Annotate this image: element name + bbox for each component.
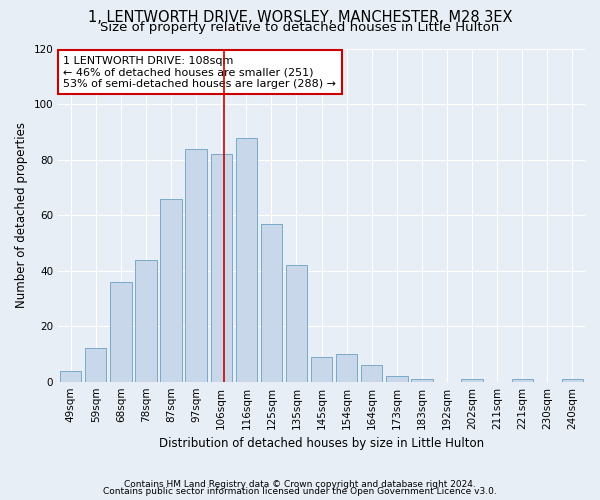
Bar [562,379,583,382]
Text: 1, LENTWORTH DRIVE, WORSLEY, MANCHESTER, M28 3EX: 1, LENTWORTH DRIVE, WORSLEY, MANCHESTER,… [88,10,512,25]
Bar [236,138,257,382]
Bar [85,348,106,382]
Bar [60,370,82,382]
Y-axis label: Number of detached properties: Number of detached properties [15,122,28,308]
Bar [336,354,358,382]
Bar [160,198,182,382]
Bar [110,282,131,382]
Bar [211,154,232,382]
X-axis label: Distribution of detached houses by size in Little Hulton: Distribution of detached houses by size … [159,437,484,450]
Bar [261,224,282,382]
Bar [286,265,307,382]
Text: 1 LENTWORTH DRIVE: 108sqm
← 46% of detached houses are smaller (251)
53% of semi: 1 LENTWORTH DRIVE: 108sqm ← 46% of detac… [64,56,337,89]
Bar [461,379,483,382]
Text: Contains public sector information licensed under the Open Government Licence v3: Contains public sector information licen… [103,488,497,496]
Bar [386,376,407,382]
Bar [311,356,332,382]
Text: Contains HM Land Registry data © Crown copyright and database right 2024.: Contains HM Land Registry data © Crown c… [124,480,476,489]
Bar [136,260,157,382]
Bar [361,365,382,382]
Bar [512,379,533,382]
Bar [411,379,433,382]
Bar [185,149,207,382]
Text: Size of property relative to detached houses in Little Hulton: Size of property relative to detached ho… [100,22,500,35]
